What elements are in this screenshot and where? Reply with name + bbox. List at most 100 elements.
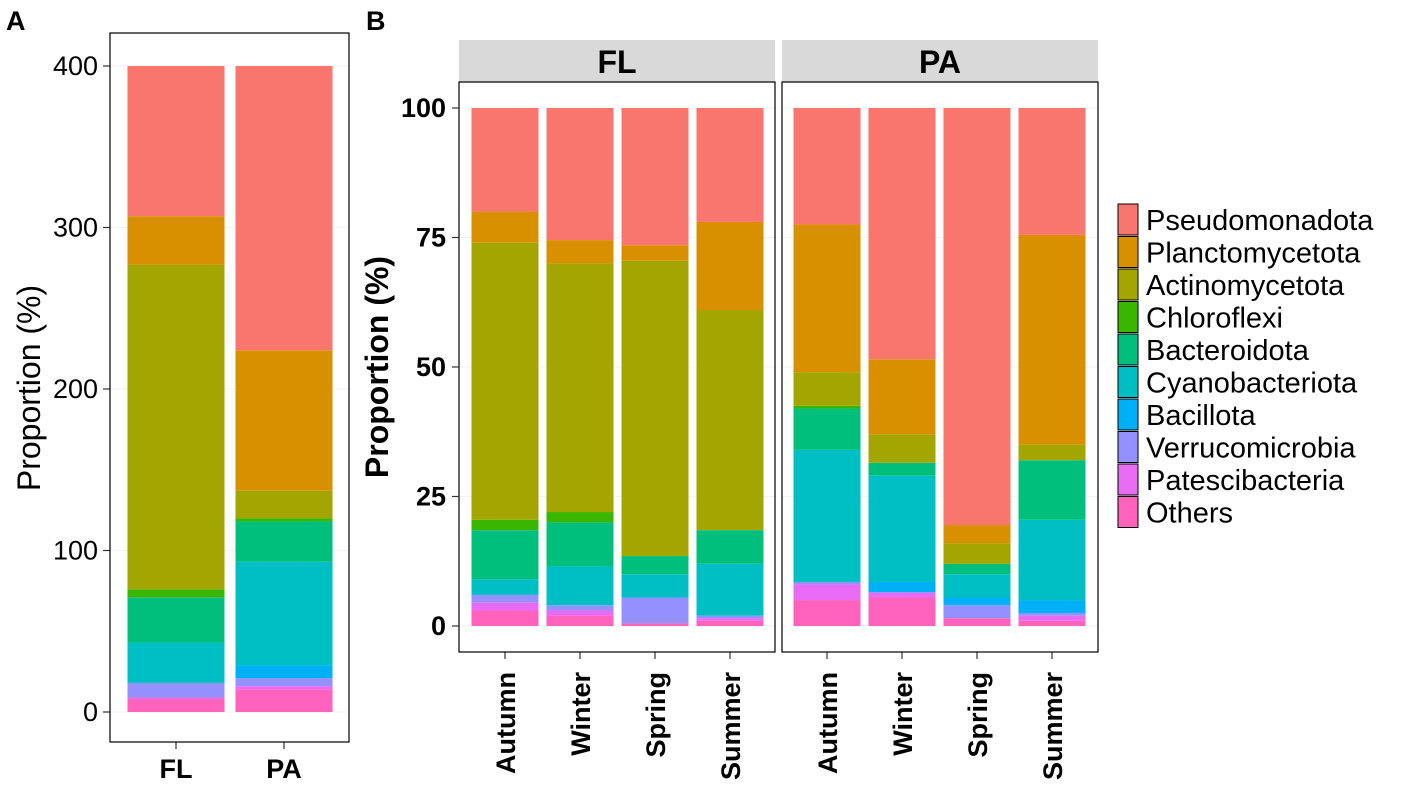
panel-b-bar-pa-winter-bacillota — [868, 581, 936, 593]
legend-swatch-bacillota — [1117, 398, 1139, 431]
legend: PseudomonadotaPlanctomycetotaActinomycet… — [1117, 203, 1374, 530]
legend-label-actinomycetota: Actinomycetota — [1146, 270, 1345, 302]
panel-b-y-tick-label: 100 — [401, 93, 446, 123]
panel-b-bar-fl-summer-planctomycetota — [696, 221, 764, 311]
panel-b-bar-fl-winter-bacteroidota — [546, 522, 614, 567]
panel-b-bar-fl-summer-verrucomicrobia — [696, 615, 764, 619]
panel-b-y-tick-label: 50 — [416, 352, 446, 382]
panel-b-bar-pa-autumn-verrucomicrobia — [793, 581, 861, 585]
panel-b-bar-pa-winter-patescibacteria — [868, 592, 936, 598]
legend-label-pseudomonadota: Pseudomonadota — [1146, 205, 1374, 237]
panel-a-bar-pa-actinomycetota — [235, 490, 333, 519]
panel-b-bar-pa-spring-verrucomicrobia — [943, 605, 1011, 619]
panel-b-bar-pa-summer-planctomycetota — [1018, 234, 1086, 445]
panel-a-y-tick-label: 300 — [53, 213, 98, 243]
panel-a-y-tick-label: 100 — [53, 536, 98, 566]
panel-a-frame — [109, 32, 350, 743]
legend-label-bacteroidota: Bacteroidota — [1146, 335, 1310, 367]
panel-b-y-tick-label: 75 — [416, 223, 446, 253]
panel-b-bar-pa-autumn-others — [793, 600, 861, 626]
panel-b-bar-fl-summer-others — [696, 620, 764, 626]
panel-b-bar-pa-winter-planctomycetota — [868, 359, 936, 435]
panel-b-y-tick-label: 0 — [431, 611, 446, 641]
facet-strip-label-pa: PA — [919, 44, 961, 80]
panel-letter-b: B — [366, 6, 386, 36]
panel-b-bar-fl-winter-actinomycetota — [546, 263, 614, 513]
panel-a-bar-fl-pseudomonadota — [127, 66, 225, 217]
panel-a-bar-pa-patescibacteria — [235, 686, 333, 690]
panel-b-x-tick-label-fl-summer: Summer — [716, 672, 746, 781]
panel-b-bar-pa-summer-others — [1018, 620, 1086, 626]
panel-b-bar-fl-autumn-bacteroidota — [471, 530, 539, 580]
panel-b-bar-fl-winter-cyanobacteriota — [546, 566, 614, 606]
panel-b-bar-pa-winter-bacteroidota — [868, 462, 936, 476]
panel-letter-a: A — [6, 6, 26, 36]
panel-b-bar-fl-autumn-chloroflexi — [471, 519, 539, 531]
panel-b-bar-pa-summer-pseudomonadota — [1018, 108, 1086, 235]
legend-swatch-pseudomonadota — [1117, 203, 1139, 236]
panel-b-bar-fl-autumn-actinomycetota — [471, 242, 539, 520]
panel-b-bar-fl-summer-cyanobacteriota — [696, 563, 764, 616]
panel-b-bar-fl-winter-verrucomicrobia — [546, 605, 614, 611]
panel-b-x-tick-label-fl-autumn: Autumn — [491, 672, 521, 774]
panel-b-bar-pa-autumn-pseudomonadota — [793, 108, 861, 225]
panel-a-bar-fl-cyanobacteriota — [127, 642, 225, 683]
panel-b-bar-fl-spring-cyanobacteriota — [621, 574, 689, 598]
panel-a-bar-pa-verrucomicrobia — [235, 678, 333, 687]
panel-a-bar-pa-planctomycetota — [235, 350, 333, 491]
panel-b-bar-fl-summer-bacteroidota — [696, 530, 764, 564]
panel-b-x-tick-label-pa-autumn: Autumn — [813, 672, 843, 774]
panel-a-chart: 0 100 200 300 400 FL PA Proportion (%) — [11, 32, 350, 784]
panel-b-bar-pa-autumn-planctomycetota — [793, 224, 861, 373]
panel-b-bar-fl-winter-planctomycetota — [546, 240, 614, 264]
panel-a-bar-fl-bacteroidota — [127, 597, 225, 643]
panel-b-bar-fl-spring-verrucomicrobia — [621, 597, 689, 624]
legend-label-patescibacteria: Patescibacteria — [1146, 465, 1345, 497]
legend-swatch-chloroflexi — [1117, 301, 1139, 333]
panel-b-y-axis-title: Proportion (%) — [359, 256, 395, 478]
panel-b-bar-fl-autumn-pseudomonadota — [471, 108, 539, 212]
panel-a-bar-fl-others — [127, 699, 225, 712]
panel-a-bar-pa-bacteroidota — [235, 521, 333, 562]
panel-a-bar-fl-patescibacteria — [127, 697, 225, 700]
panel-a-bar-pa-cyanobacteriota — [235, 561, 333, 666]
facet-strip-fl — [459, 40, 775, 82]
panel-b-bar-fl-autumn-others — [471, 610, 539, 626]
legend-label-verrucomicrobia: Verrucomicrobia — [1146, 433, 1356, 465]
legend-swatch-verrucomicrobia — [1117, 431, 1139, 463]
panel-b-bar-pa-spring-actinomycetota — [943, 543, 1011, 564]
panel-b-bar-fl-spring-pseudomonadota — [621, 108, 689, 246]
panel-b-bar-fl-autumn-verrucomicrobia — [471, 594, 539, 603]
panel-b-bar-fl-autumn-planctomycetota — [471, 211, 539, 243]
panel-a-bar-fl-actinomycetota — [127, 264, 225, 590]
facet-strip-label-fl: FL — [597, 44, 636, 80]
panel-b-bar-fl-winter-chloroflexi — [546, 512, 614, 523]
legend-swatch-planctomycetota — [1117, 236, 1139, 268]
panel-a-bar-pa-bacillota — [235, 665, 333, 679]
panel-b-bar-pa-summer-verrucomicrobia — [1018, 613, 1086, 616]
panel-b-bar-fl-winter-pseudomonadota — [546, 108, 614, 241]
panel-b-bar-fl-spring-actinomycetota — [621, 260, 689, 557]
panel-b-bar-pa-autumn-cyanobacteriota — [793, 449, 861, 582]
panel-a-bar-fl-verrucomicrobia — [127, 682, 225, 698]
panel-b-bar-fl-winter-others — [546, 615, 614, 626]
panel-a-bar-fl-planctomycetota — [127, 216, 225, 265]
panel-b-bar-pa-spring-bacillota — [943, 597, 1011, 606]
legend-label-bacillota: Bacillota — [1146, 400, 1256, 432]
panel-a-x-tick-label-fl: FL — [160, 754, 193, 784]
legend-label-chloroflexi: Chloroflexi — [1146, 303, 1283, 335]
legend-swatch-patescibacteria — [1117, 463, 1139, 496]
panel-b-bar-pa-autumn-patescibacteria — [793, 584, 861, 601]
panel-b-bar-pa-autumn-actinomycetota — [793, 372, 861, 406]
legend-swatch-bacteroidota — [1117, 333, 1139, 366]
panel-b-bar-fl-summer-pseudomonadota — [696, 108, 764, 222]
panel-b-x-tick-label-fl-winter: Winter — [566, 672, 596, 756]
panel-b-bar-pa-summer-actinomycetota — [1018, 444, 1086, 461]
panel-b-chart: FL Autumn Winter Spring Summer PA Autumn Winter… — [359, 40, 1099, 781]
panel-b-bar-pa-spring-others — [943, 618, 1011, 626]
panel-b-bar-pa-spring-planctomycetota — [943, 524, 1011, 544]
panel-b-bar-pa-winter-actinomycetota — [868, 434, 936, 463]
legend-label-cyanobacteriota: Cyanobacteriota — [1146, 368, 1358, 400]
panel-b-x-tick-label-fl-spring: Spring — [641, 672, 671, 758]
